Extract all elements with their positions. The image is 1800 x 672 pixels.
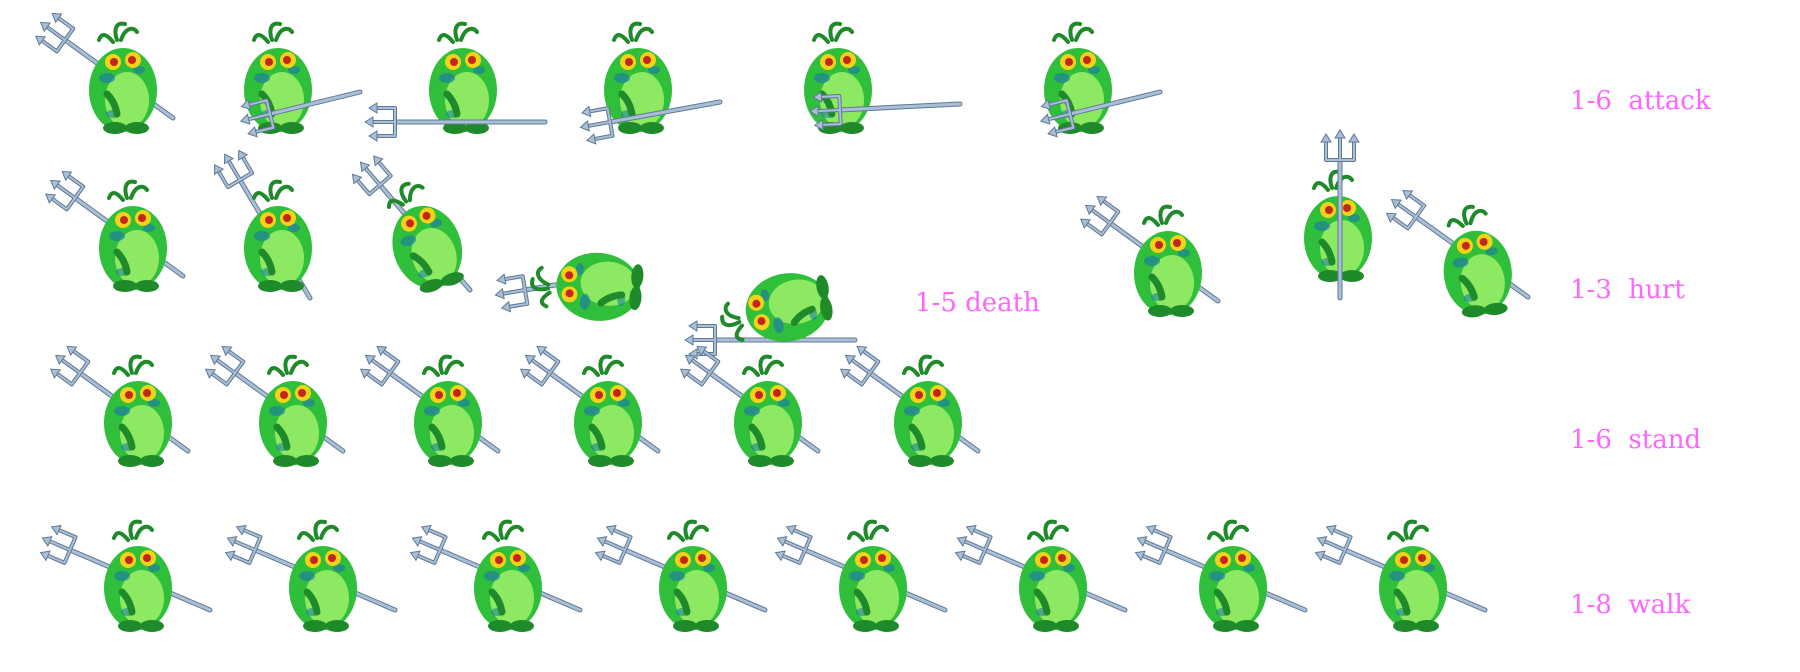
frog-body-icon bbox=[1199, 519, 1267, 632]
frog-body-icon bbox=[99, 179, 167, 292]
frog-sprite-hurt-2 bbox=[1270, 129, 1400, 301]
frog-sprite-attack-3 bbox=[364, 21, 548, 142]
trident-icon bbox=[1320, 129, 1360, 301]
frog-sprite-walk-2 bbox=[224, 519, 398, 640]
frog-sprite-stand-2 bbox=[204, 345, 355, 475]
frog-sprite-stand-3 bbox=[359, 345, 510, 475]
frog-sprite-walk-6 bbox=[954, 519, 1128, 640]
frog-sprite-walk-3 bbox=[409, 519, 583, 640]
frog-sprite-hurt-1 bbox=[1079, 195, 1230, 325]
frog-sprite-death-3 bbox=[351, 155, 490, 300]
frog-sprite-attack-5 bbox=[770, 21, 963, 142]
frog-sprite-stand-4 bbox=[519, 345, 670, 475]
frog-sprite-attack-2 bbox=[210, 21, 363, 142]
frog-body-icon bbox=[1379, 519, 1447, 632]
frog-body-icon bbox=[259, 354, 327, 467]
frog-body-icon bbox=[289, 519, 357, 632]
frog-sprite-hurt-3 bbox=[1385, 189, 1540, 325]
frog-body-icon bbox=[104, 354, 172, 467]
frog-body-icon bbox=[104, 519, 172, 632]
frog-body-icon bbox=[414, 354, 482, 467]
frog-body-icon bbox=[1019, 519, 1087, 632]
frog-sprite-stand-5 bbox=[679, 345, 830, 475]
frog-sprite-walk-5 bbox=[774, 519, 948, 640]
frog-sprite-walk-8 bbox=[1314, 519, 1488, 640]
frog-body-icon bbox=[244, 179, 312, 292]
frog-body-icon bbox=[804, 21, 872, 134]
frog-sprite-walk-7 bbox=[1134, 519, 1308, 640]
frog-body-icon bbox=[574, 354, 642, 467]
frog-sprite-walk-4 bbox=[594, 519, 768, 640]
frog-sprite-attack-6 bbox=[1010, 21, 1163, 142]
frog-sprite-attack-4 bbox=[570, 21, 723, 145]
row-label-walk: 1-8 walk bbox=[1570, 590, 1691, 620]
frog-sprite-stand-1 bbox=[49, 345, 200, 475]
trident-icon bbox=[239, 89, 363, 138]
frog-body-icon bbox=[659, 519, 727, 632]
frog-body-icon bbox=[894, 354, 962, 467]
trident-icon bbox=[364, 102, 548, 142]
row-label-death: 1-5 death bbox=[915, 288, 1040, 318]
frog-body-icon bbox=[386, 181, 464, 293]
frog-body-icon bbox=[1443, 204, 1512, 318]
trident-icon bbox=[809, 90, 963, 131]
frog-sprite-death-5 bbox=[684, 240, 858, 360]
row-label-attack: 1-6 attack bbox=[1570, 86, 1711, 116]
frog-sprite-attack-1 bbox=[34, 12, 185, 142]
frog-sprite-death-4 bbox=[494, 220, 665, 340]
frog-body-icon bbox=[474, 519, 542, 632]
frog-body-icon bbox=[720, 273, 833, 342]
frog-body-icon bbox=[839, 519, 907, 632]
frog-sprite-death-1 bbox=[44, 170, 195, 300]
frog-body-icon bbox=[89, 21, 157, 134]
trident-icon bbox=[579, 99, 723, 145]
frog-sprite-stand-6 bbox=[839, 345, 990, 475]
row-label-hurt: 1-3 hurt bbox=[1570, 275, 1685, 305]
trident-icon bbox=[1039, 89, 1163, 138]
frog-body-icon bbox=[1134, 204, 1202, 317]
row-label-stand: 1-6 stand bbox=[1570, 425, 1702, 455]
frog-sprite-walk-1 bbox=[39, 519, 213, 640]
frog-body-icon bbox=[734, 354, 802, 467]
frog-body-icon bbox=[429, 21, 497, 134]
frog-body-icon bbox=[530, 252, 644, 321]
frog-sprite-death-2 bbox=[210, 149, 340, 301]
